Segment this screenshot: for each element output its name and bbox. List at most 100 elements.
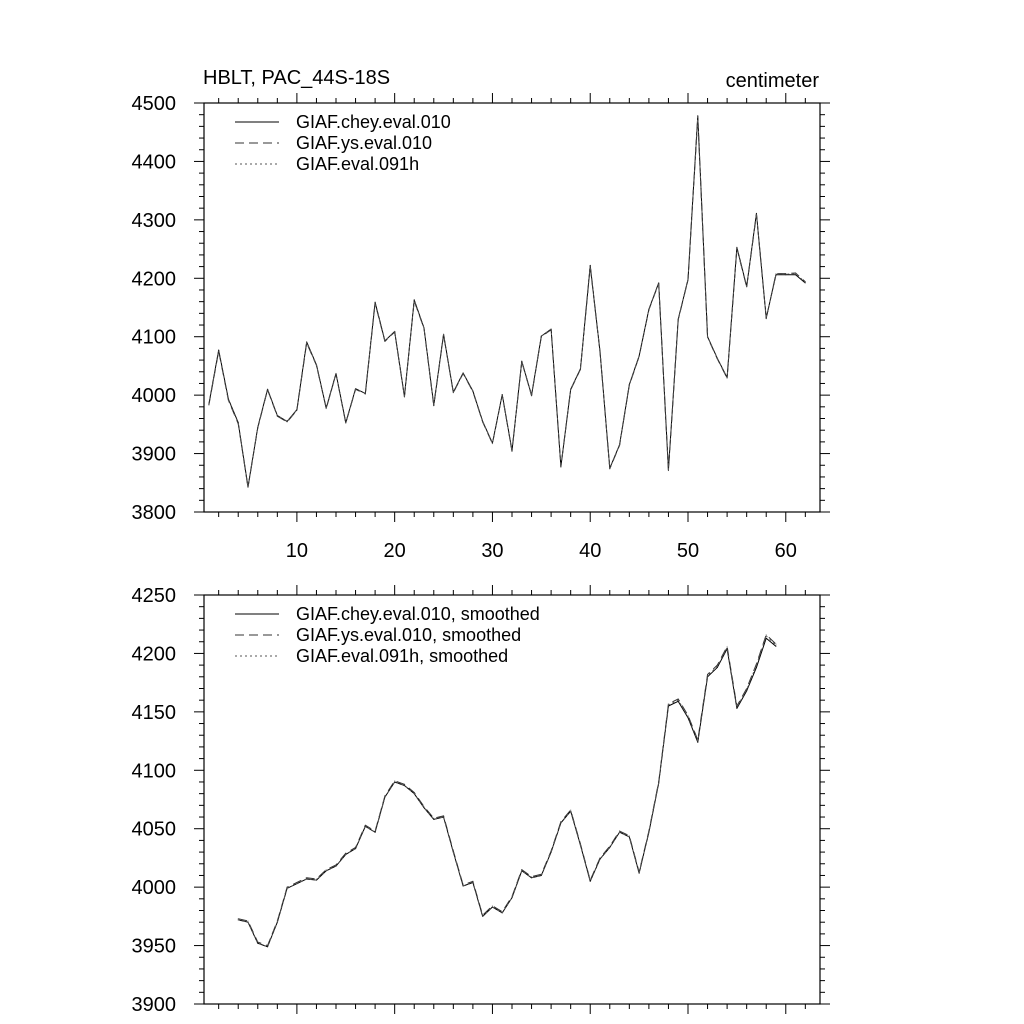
data-point xyxy=(315,878,318,880)
data-point xyxy=(413,299,415,302)
data-point xyxy=(335,865,337,867)
data-point xyxy=(501,912,503,914)
data-point xyxy=(491,906,494,908)
data-point xyxy=(364,825,366,827)
data-point xyxy=(296,409,298,411)
data-point xyxy=(697,740,699,742)
data-point xyxy=(306,878,308,880)
data-point xyxy=(247,921,249,923)
data-point xyxy=(296,409,298,411)
data-point xyxy=(755,212,758,215)
data-point xyxy=(530,877,533,879)
data-point xyxy=(306,877,308,879)
data-point xyxy=(716,665,718,667)
data-point xyxy=(266,389,269,391)
data-point xyxy=(433,818,435,820)
data-point xyxy=(433,404,435,406)
data-point xyxy=(247,486,249,488)
data-point xyxy=(325,407,327,409)
data-point xyxy=(403,395,406,397)
data-point xyxy=(599,858,601,860)
data-point xyxy=(677,699,679,701)
data-point xyxy=(394,781,396,783)
data-point xyxy=(589,880,591,882)
data-point xyxy=(658,282,660,285)
y-tick-label: 4500 xyxy=(132,93,177,115)
data-point xyxy=(276,414,278,417)
x-tick-label: 40 xyxy=(579,540,601,562)
data-point xyxy=(599,857,601,859)
data-point xyxy=(667,703,670,705)
data-point xyxy=(706,675,709,677)
data-point xyxy=(345,422,347,424)
legend-entry-label: GIAF.eval.091h xyxy=(296,154,419,174)
data-point xyxy=(462,372,464,374)
data-point xyxy=(530,876,533,878)
data-point xyxy=(765,634,767,636)
data-point xyxy=(609,845,611,847)
data-point xyxy=(530,394,533,396)
data-point xyxy=(315,879,318,881)
data-point xyxy=(530,395,533,397)
series-points-3 xyxy=(208,115,806,488)
data-point xyxy=(530,877,533,879)
data-point xyxy=(716,664,718,666)
data-point xyxy=(403,784,406,787)
y-tick-label: 4200 xyxy=(132,268,177,290)
data-point xyxy=(384,340,386,342)
data-point xyxy=(628,384,630,386)
data-point xyxy=(521,869,523,871)
data-point xyxy=(628,835,630,837)
data-point xyxy=(257,427,259,429)
data-point xyxy=(570,388,572,390)
data-point xyxy=(765,317,767,319)
data-point xyxy=(491,442,494,444)
data-point xyxy=(579,844,582,846)
data-point xyxy=(648,830,650,832)
data-point xyxy=(423,805,425,808)
data-point xyxy=(442,815,445,817)
y-tick-label: 4100 xyxy=(132,760,177,782)
data-point xyxy=(218,349,220,351)
data-point xyxy=(785,273,787,275)
data-point xyxy=(726,646,728,649)
data-point xyxy=(726,645,728,648)
data-point xyxy=(266,946,269,948)
data-point xyxy=(609,846,611,849)
data-point xyxy=(501,393,503,396)
data-point xyxy=(579,368,582,370)
data-point xyxy=(218,350,220,352)
data-point xyxy=(589,264,591,267)
data-point xyxy=(227,399,230,401)
data-point xyxy=(472,880,474,882)
data-point xyxy=(687,714,689,716)
data-point xyxy=(247,486,249,489)
data-point xyxy=(433,405,435,407)
data-point xyxy=(765,318,767,320)
data-point xyxy=(325,870,327,872)
series-line-3 xyxy=(208,115,806,488)
data-point xyxy=(276,415,278,417)
data-point xyxy=(794,272,797,274)
data-point xyxy=(296,881,298,884)
y-tick-label: 3800 xyxy=(132,502,177,524)
data-point xyxy=(667,704,670,706)
data-point xyxy=(540,335,542,337)
data-point xyxy=(374,301,376,303)
y-tick-label: 4000 xyxy=(132,385,177,407)
data-point xyxy=(746,689,748,691)
data-point xyxy=(247,920,249,922)
data-point xyxy=(785,273,787,275)
data-point xyxy=(423,807,425,809)
data-point xyxy=(472,391,474,393)
data-point xyxy=(609,467,611,469)
data-point xyxy=(540,336,542,338)
data-point xyxy=(736,247,738,249)
top-panel: 3800 3900 4000 4100 4200 4300 4400 4500 10 20 30 40… xyxy=(132,93,830,562)
data-point xyxy=(550,328,552,330)
legend-entry-label: GIAF.chey.eval.010 xyxy=(296,112,451,132)
x-tick-label: 30 xyxy=(481,540,503,562)
data-point xyxy=(697,741,699,743)
data-point xyxy=(413,300,415,302)
chart-right-title: centimeter xyxy=(726,70,820,92)
